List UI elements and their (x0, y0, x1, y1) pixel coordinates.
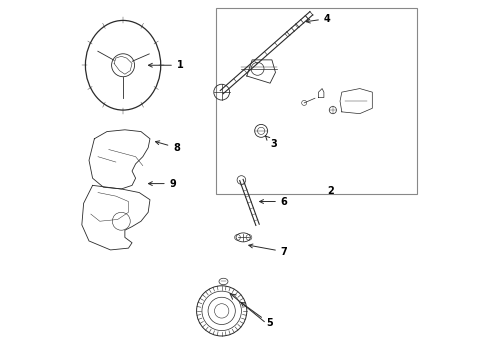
Text: 1: 1 (148, 60, 184, 70)
Text: 7: 7 (249, 244, 288, 257)
Text: 9: 9 (148, 179, 176, 189)
Text: 2: 2 (328, 186, 335, 196)
Text: 4: 4 (306, 14, 331, 24)
Text: 5: 5 (241, 302, 273, 328)
Text: 3: 3 (265, 136, 277, 149)
Bar (216, 8, 417, 194)
Text: 6: 6 (260, 197, 288, 207)
Text: 8: 8 (155, 141, 180, 153)
